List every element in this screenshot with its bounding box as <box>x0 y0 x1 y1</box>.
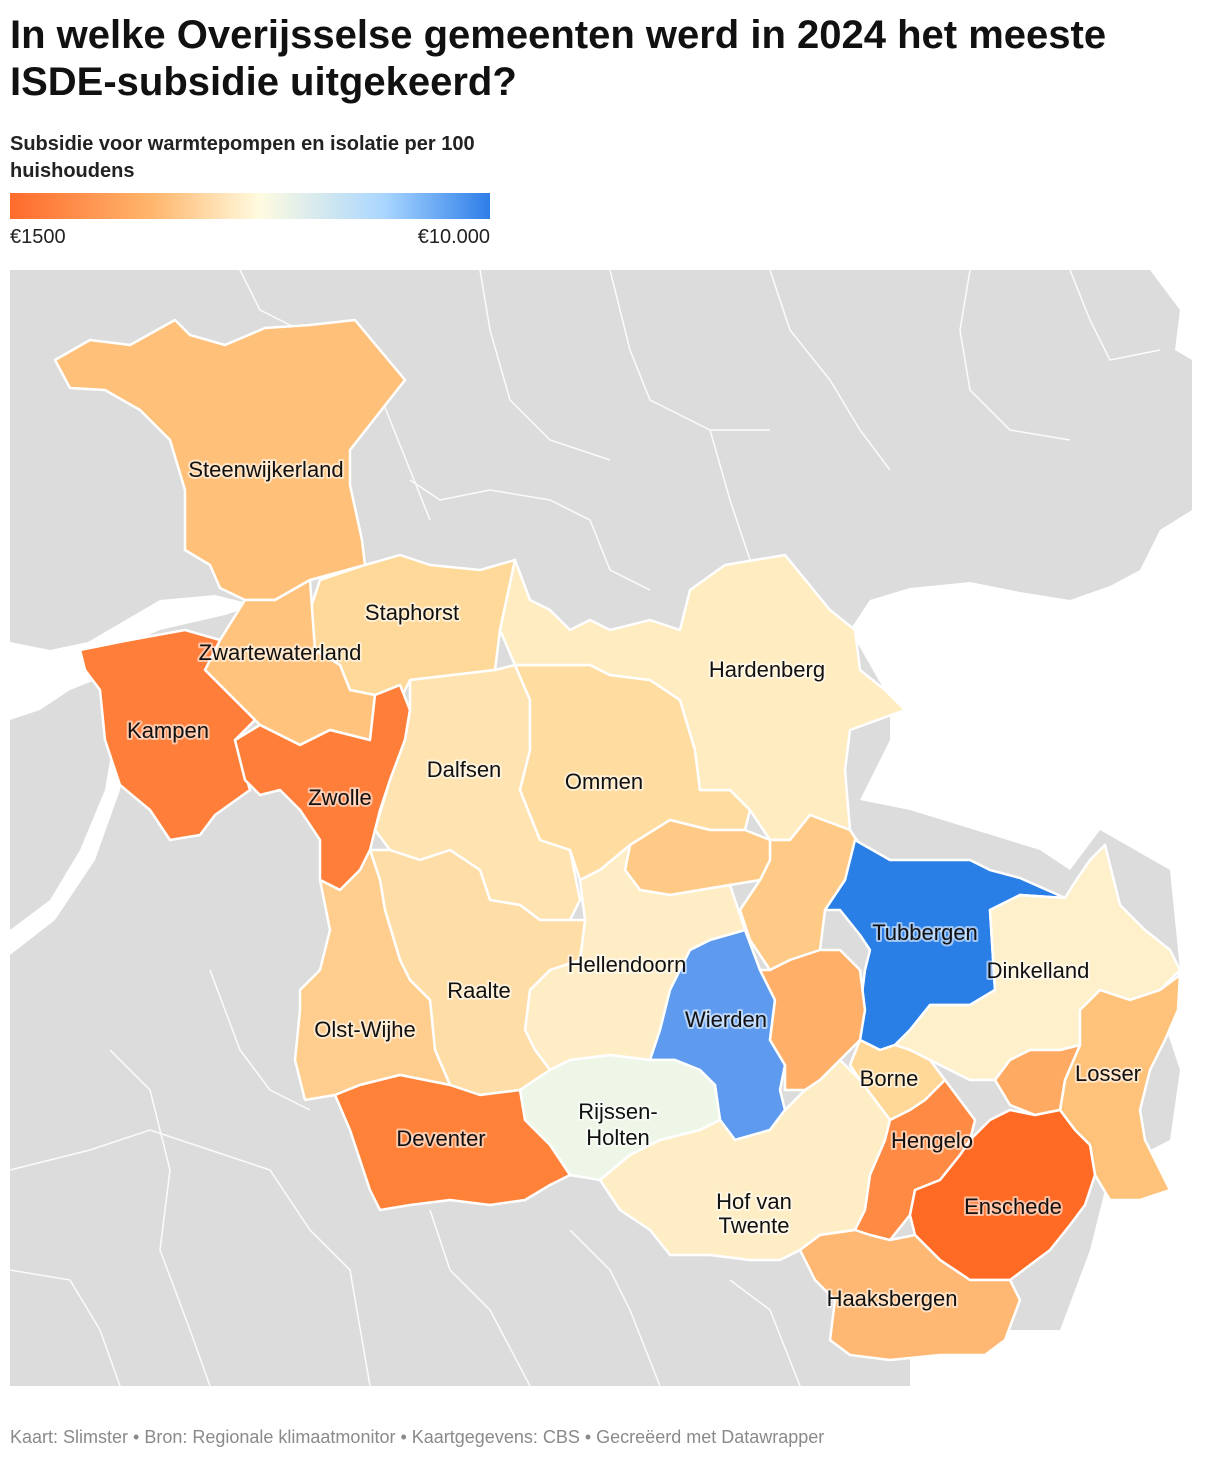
region-haaksbergen[interactable] <box>798 1228 1022 1362</box>
color-legend-bar <box>10 193 490 219</box>
label-enschede: Enschede <box>964 1194 1062 1219</box>
label-tubbergen: Tubbergen <box>872 920 978 945</box>
label-hof-van-twente-1: Hof van <box>716 1189 792 1214</box>
label-kampen: Kampen <box>127 718 209 743</box>
region-steenwijkerland[interactable] <box>53 318 407 602</box>
region-hardenberg[interactable] <box>498 553 907 842</box>
legend-min-label: €1500 <box>10 226 66 248</box>
region-kampen[interactable] <box>78 628 257 842</box>
chart-subtitle: Subsidie voor warmtepompen en isolatie p… <box>10 133 475 182</box>
label-zwartewaterland: Zwartewaterland <box>199 640 362 665</box>
label-rijssen-holten-2: Holten <box>586 1125 650 1150</box>
water-ijsselmeer <box>10 595 255 720</box>
label-hengelo: Hengelo <box>891 1128 973 1153</box>
label-hardenberg: Hardenberg <box>709 657 825 682</box>
choropleth-map: Steenwijkerland Staphorst Zwartewaterlan… <box>10 270 1192 1386</box>
label-dalfsen: Dalfsen <box>427 757 502 782</box>
label-borne: Borne <box>860 1066 919 1091</box>
water-northeast <box>1150 270 1192 360</box>
label-dinkelland: Dinkelland <box>987 958 1090 983</box>
label-staphorst: Staphorst <box>365 600 459 625</box>
label-hof-van-twente-2: Twente <box>719 1213 790 1238</box>
label-wierden: Wierden <box>685 1007 767 1032</box>
label-ommen: Ommen <box>565 769 643 794</box>
label-losser: Losser <box>1075 1061 1141 1086</box>
region-deventer[interactable] <box>333 1073 572 1212</box>
municipality-labels: Steenwijkerland Staphorst Zwartewaterlan… <box>125 455 1143 1313</box>
label-haaksbergen: Haaksbergen <box>827 1286 958 1311</box>
label-olst-wijhe: Olst-Wijhe <box>314 1017 415 1042</box>
water-east <box>850 510 1192 1386</box>
label-rijssen-holten-1: Rijssen- <box>578 1099 657 1124</box>
source-footer: Kaart: Slimster • Bron: Regionale klimaa… <box>10 1427 825 1447</box>
label-steenwijkerland: Steenwijkerland <box>188 457 343 482</box>
region-oldenzaal[interactable] <box>993 1043 1082 1117</box>
label-hellendoorn: Hellendoorn <box>568 952 687 977</box>
neighbour-borders <box>10 270 1161 1386</box>
label-raalte: Raalte <box>447 978 511 1003</box>
legend-max-label: €10.000 <box>417 226 490 248</box>
chart-title: In welke Overijsselse gemeenten werd in … <box>10 13 1107 104</box>
label-zwolle: Zwolle <box>308 785 372 810</box>
label-deventer: Deventer <box>396 1126 485 1151</box>
